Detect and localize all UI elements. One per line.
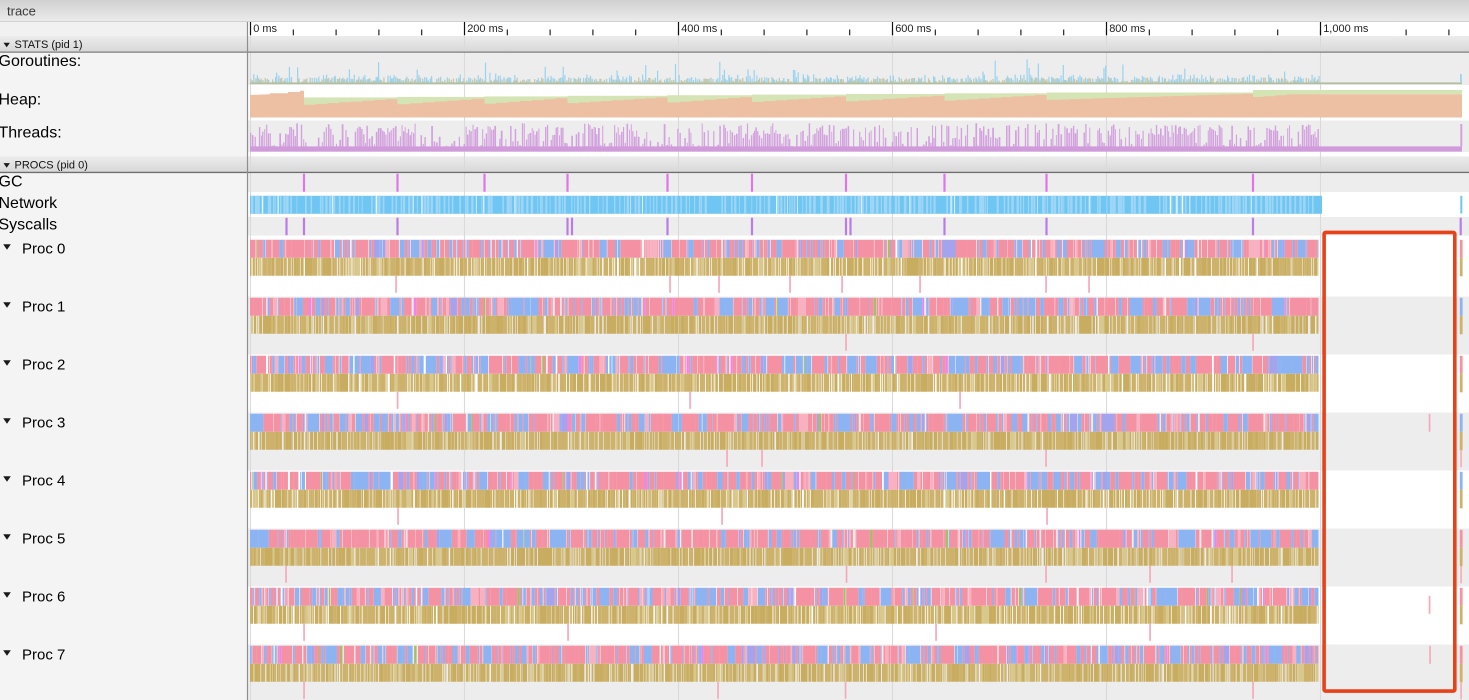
svg-text:Proc 5: Proc 5 xyxy=(22,531,65,548)
svg-text:Proc 3: Proc 3 xyxy=(22,415,65,432)
svg-text:Proc 6: Proc 6 xyxy=(22,589,65,606)
svg-text:Proc 7: Proc 7 xyxy=(22,647,65,664)
svg-text:Proc 4: Proc 4 xyxy=(22,473,65,490)
svg-text:0 ms: 0 ms xyxy=(253,23,277,35)
svg-text:trace: trace xyxy=(7,4,36,19)
svg-text:Proc 2: Proc 2 xyxy=(22,357,65,374)
svg-text:600 ms: 600 ms xyxy=(895,23,932,35)
svg-text:Syscalls: Syscalls xyxy=(0,217,57,234)
svg-text:Proc 0: Proc 0 xyxy=(22,241,65,258)
svg-text:1,000 ms: 1,000 ms xyxy=(1323,23,1369,35)
svg-text:Proc 1: Proc 1 xyxy=(22,299,65,316)
svg-text:Threads:: Threads: xyxy=(0,125,62,142)
svg-text:400 ms: 400 ms xyxy=(681,23,718,35)
svg-text:Network: Network xyxy=(0,195,58,212)
svg-text:800 ms: 800 ms xyxy=(1109,23,1146,35)
svg-text:200 ms: 200 ms xyxy=(467,23,504,35)
svg-text:PROCS (pid 0): PROCS (pid 0) xyxy=(15,159,88,171)
svg-text:Heap:: Heap: xyxy=(0,92,41,109)
svg-text:Goroutines:: Goroutines: xyxy=(0,53,81,70)
svg-text:STATS (pid 1): STATS (pid 1) xyxy=(15,39,83,51)
svg-text:GC: GC xyxy=(0,174,23,191)
